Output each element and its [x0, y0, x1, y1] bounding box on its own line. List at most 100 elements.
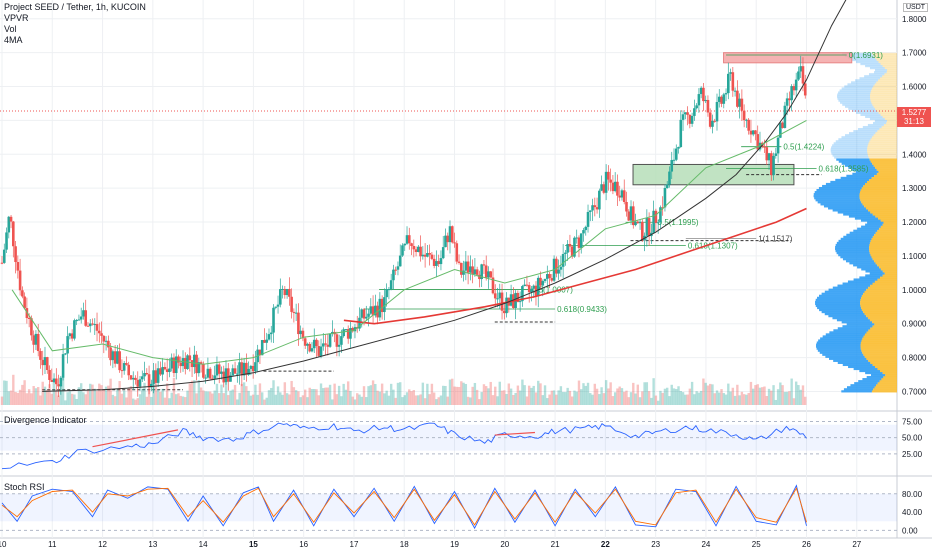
volume-profile-bar-down — [860, 189, 897, 192]
zone-box — [723, 52, 853, 64]
candle-body — [398, 255, 402, 267]
candle-body — [109, 347, 112, 361]
candle-body — [792, 86, 796, 91]
volume-profile-bar-down — [869, 319, 897, 322]
candle-body — [7, 216, 11, 233]
volume-profile-bar-up — [838, 138, 871, 141]
candle-body — [765, 147, 769, 161]
candle-body — [340, 336, 343, 345]
volume-profile-bar-up — [833, 329, 869, 332]
volume-profile-bar-down — [876, 58, 897, 62]
volume-profile-bar-down — [864, 290, 897, 293]
volume-bar — [408, 389, 411, 405]
volume-profile-bar-up — [843, 213, 873, 216]
candle-body — [629, 206, 633, 221]
candle-body — [159, 368, 162, 375]
volume-profile-bar-down — [859, 193, 897, 196]
candle-body — [550, 278, 554, 281]
volume-profile-bar-down — [872, 136, 897, 139]
volume-bar — [607, 388, 610, 405]
candle-body — [349, 328, 352, 339]
volume-bar — [98, 383, 101, 405]
volume-bar — [754, 385, 757, 405]
candle-body — [23, 296, 26, 309]
candle-body — [199, 362, 203, 365]
candle-body — [136, 379, 140, 387]
candle-body — [484, 265, 488, 278]
candle-body — [410, 243, 413, 247]
volume-profile-bar-up — [830, 180, 867, 184]
volume-profile-bar-down — [861, 339, 897, 342]
volume-profile-bar-up — [832, 154, 868, 157]
volume-profile-bar-down — [869, 140, 897, 143]
candle-body — [799, 66, 803, 72]
divergence-pane-title[interactable]: Divergence Indicator — [4, 415, 87, 425]
volume-bar — [417, 395, 420, 405]
volume-bar — [724, 394, 728, 405]
volume-profile-bar-down — [876, 109, 897, 112]
candle-body — [435, 261, 438, 266]
volume-bar — [668, 396, 671, 405]
volume-bar — [202, 390, 205, 405]
volume-bar — [41, 381, 44, 405]
candle-body — [319, 346, 323, 356]
stoch-rsi-pane-title[interactable]: Stoch RSI — [4, 482, 45, 492]
candle-body — [140, 376, 144, 380]
volume-profile-bar-down — [882, 65, 897, 68]
volume-bar — [428, 394, 431, 405]
volume-bar — [770, 390, 773, 405]
volume-bar — [356, 393, 359, 405]
volume-profile-bar-down — [869, 243, 897, 247]
volume-profile-bar-up — [836, 95, 870, 98]
candle-body — [588, 210, 592, 212]
indicator-label-4ma[interactable]: 4MA — [4, 35, 23, 45]
candle-body — [364, 316, 368, 319]
volume-profile-bar-down — [868, 142, 897, 145]
volume-bar — [552, 390, 556, 405]
volume-profile-bar-down — [867, 150, 897, 153]
volume-profile-bar-up — [869, 67, 885, 70]
volume-bar — [548, 394, 551, 405]
candle-body — [756, 134, 760, 150]
volume-bar — [199, 387, 203, 405]
volume-bar — [677, 386, 680, 405]
candle-body — [328, 333, 332, 347]
volume-bar — [410, 391, 413, 405]
candle-body — [758, 142, 762, 150]
volume-bar — [643, 382, 646, 405]
candle-body — [702, 87, 705, 102]
volume-profile-bar-down — [869, 178, 897, 182]
indicator-label-vol[interactable]: Vol — [4, 24, 17, 34]
volume-bar — [290, 380, 293, 405]
volume-bar — [794, 381, 798, 405]
volume-profile-bar-up — [848, 166, 876, 169]
volume-profile-bar-up — [864, 75, 883, 78]
volume-profile-bar-down — [869, 247, 897, 251]
candle-body — [12, 221, 15, 247]
volume-bar — [686, 394, 689, 405]
volume-profile-bar-up — [838, 239, 871, 243]
candle-body — [342, 329, 345, 337]
volume-bar — [620, 388, 624, 405]
volume-bar — [471, 386, 474, 405]
volume-bar — [240, 383, 244, 405]
volume-profile-bar-down — [860, 345, 897, 348]
volume-bar — [500, 390, 504, 405]
volume-profile-bar-down — [863, 292, 897, 295]
indicator-label-vpvr[interactable]: VPVR — [4, 13, 29, 23]
volume-bar — [767, 388, 771, 405]
candle-body — [446, 235, 450, 243]
volume-profile-bar-down — [880, 77, 897, 80]
volume-bar — [34, 388, 38, 405]
volume-profile-bar-up — [841, 321, 873, 324]
candle-body — [464, 261, 468, 271]
volume-bar — [437, 397, 440, 405]
candle-body — [0, 262, 4, 264]
candle-body — [575, 237, 579, 239]
volume-bar — [351, 396, 354, 405]
volume-bar — [503, 390, 506, 405]
symbol-title[interactable]: Project SEED / Tether, 1h, KUCOIN — [4, 2, 146, 12]
candle-body — [794, 79, 798, 91]
